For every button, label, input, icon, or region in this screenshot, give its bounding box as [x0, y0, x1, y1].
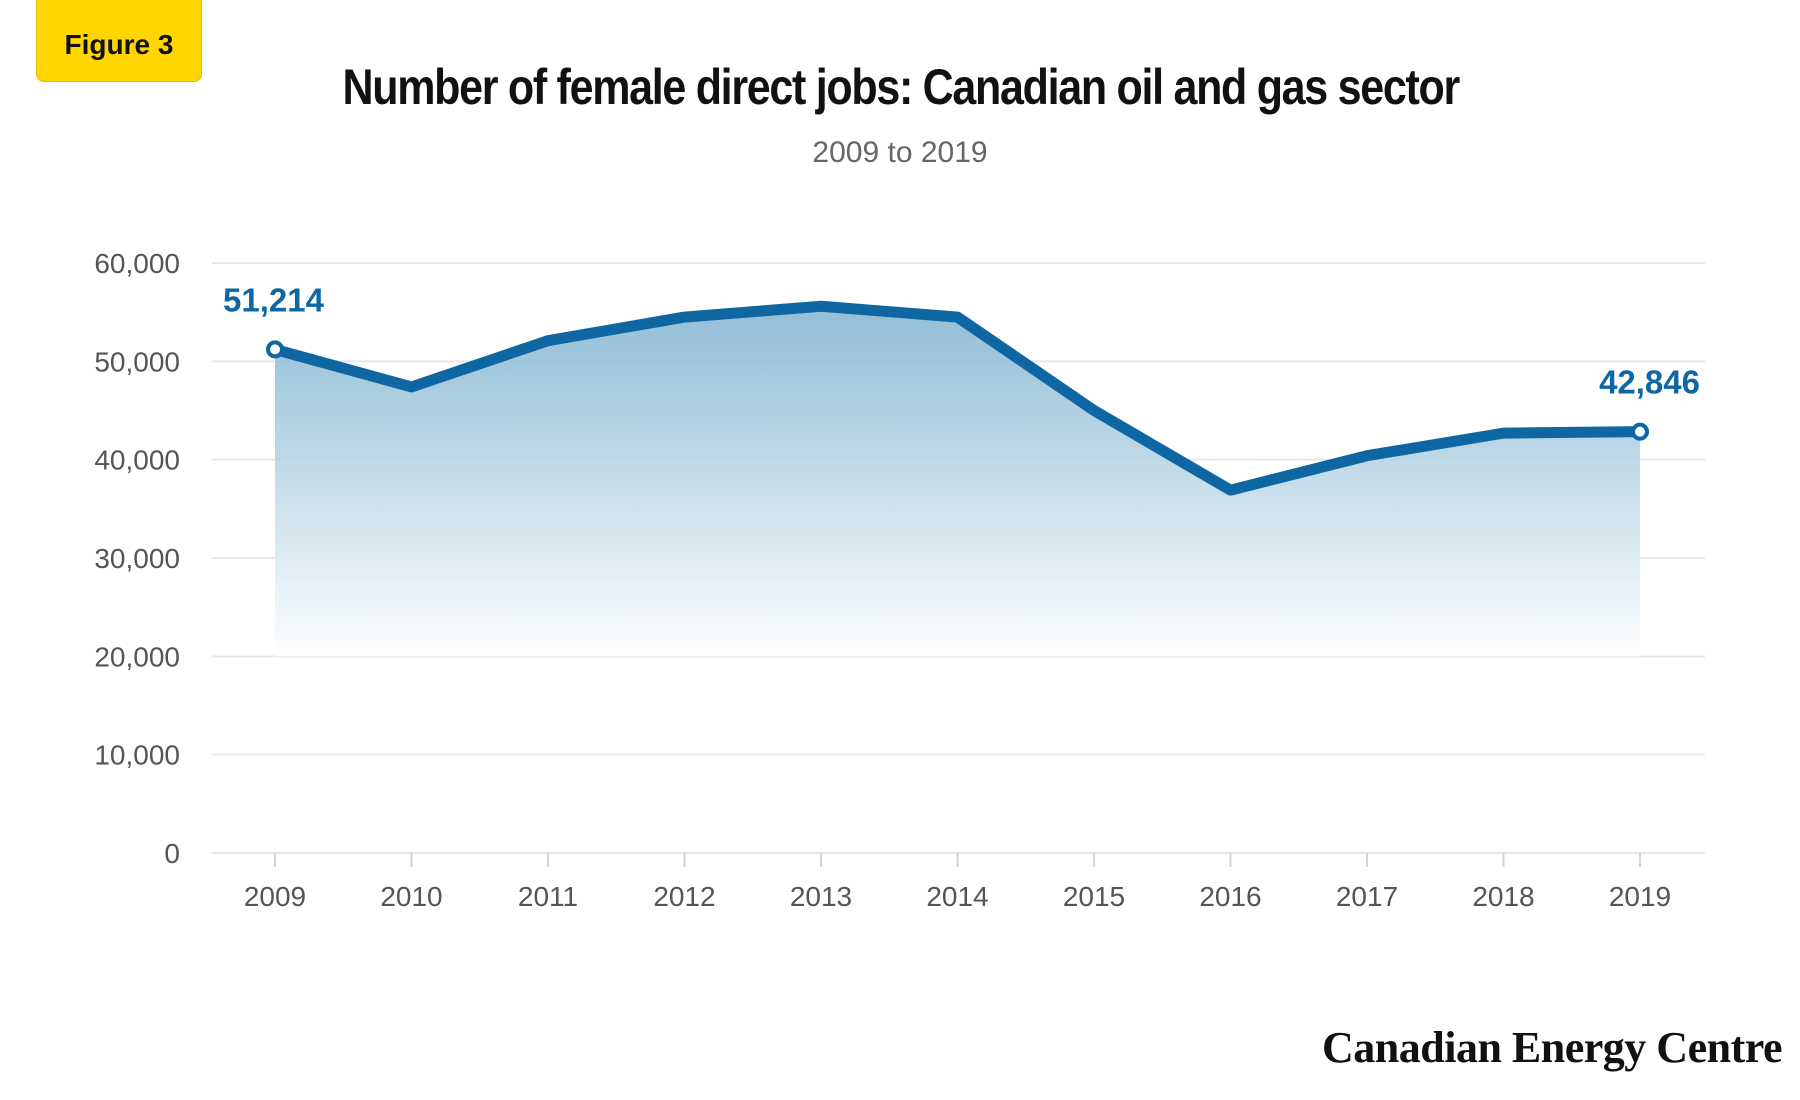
series-area	[275, 306, 1640, 657]
x-tick-label: 2012	[653, 881, 715, 912]
x-tick-label: 2015	[1063, 881, 1125, 912]
x-tick-label: 2009	[244, 881, 306, 912]
x-tick-label: 2016	[1199, 881, 1261, 912]
x-tick-label: 2017	[1336, 881, 1398, 912]
x-tick-label: 2010	[380, 881, 442, 912]
brand-logo-text: Canadian Energy Centre	[1322, 1023, 1782, 1072]
data-point-marker	[266, 340, 284, 359]
y-tick-label: 50,000	[94, 346, 180, 377]
y-tick-label: 0	[164, 838, 180, 869]
figure-badge: Figure 3	[36, 0, 202, 82]
y-tick-label: 10,000	[94, 740, 180, 771]
x-tick-label: 2013	[790, 881, 852, 912]
data-label: 42,846	[1599, 364, 1700, 401]
data-label: 51,214	[223, 281, 325, 318]
y-tick-label: 30,000	[94, 543, 180, 574]
y-tick-label: 60,000	[94, 248, 180, 279]
chart-title: Number of female direct jobs: Canadian o…	[342, 59, 1460, 115]
series-line	[269, 300, 1646, 496]
y-tick-label: 40,000	[94, 445, 180, 476]
x-tick-label: 2019	[1609, 881, 1671, 912]
y-tick-label: 20,000	[94, 641, 180, 672]
x-tick-label: 2014	[926, 881, 988, 912]
data-point-marker	[1631, 422, 1649, 441]
chart-subtitle: 2009 to 2019	[812, 136, 988, 169]
x-tick-label: 2011	[518, 881, 578, 912]
x-tick-label: 2018	[1472, 881, 1534, 912]
